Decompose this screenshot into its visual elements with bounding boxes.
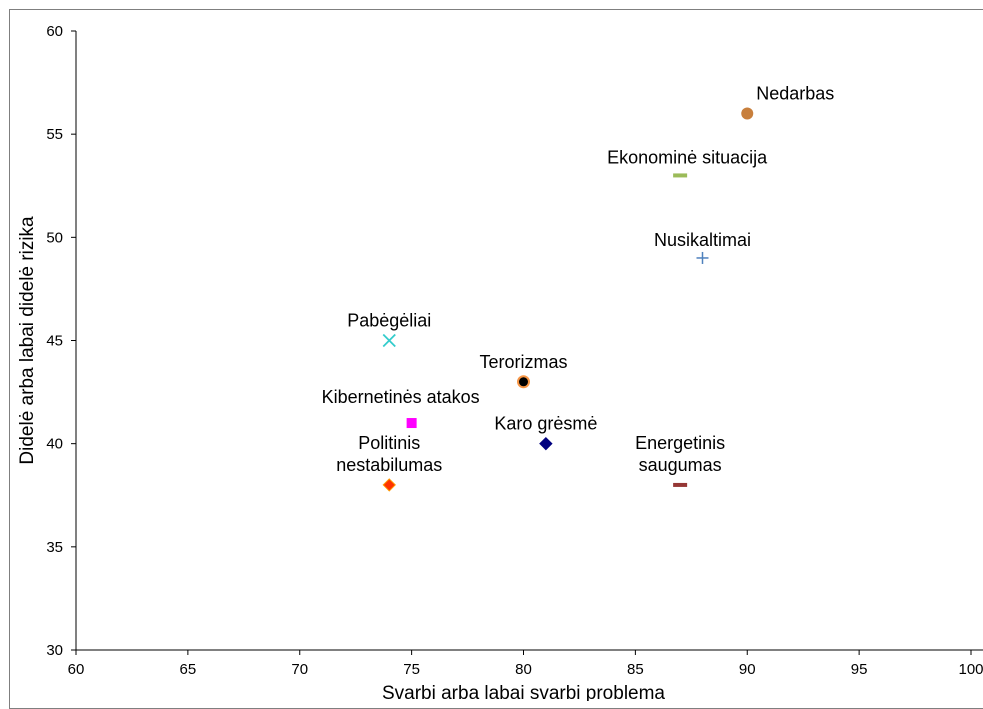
y-axis-label: Didelė arba labai didelė rizika: [17, 216, 38, 465]
y-tick-label: 55: [46, 126, 63, 143]
point-label: nestabilumas: [336, 455, 442, 475]
x-tick-label: 80: [515, 661, 532, 678]
axes: [71, 30, 983, 655]
x-tick-label: 95: [851, 661, 868, 678]
y-tick-label: 35: [46, 539, 63, 556]
x-tick-label: 100: [958, 661, 983, 678]
point-nedarbas: [741, 107, 754, 120]
point-label: Karo grėsmė: [494, 414, 597, 434]
point-label: Politinis: [358, 433, 420, 453]
data-points: [382, 107, 754, 492]
point-label: Nusikaltimai: [654, 230, 751, 250]
y-tick-label: 30: [46, 642, 63, 659]
y-tick-label: 60: [46, 23, 63, 40]
point-label: Energetinis: [635, 433, 725, 453]
point-label: Ekonominė situacija: [607, 147, 768, 167]
y-tick-label: 50: [46, 229, 63, 246]
x-tick-label: 65: [180, 661, 197, 678]
tick-labels: 60 65 70 75 80 85 90 95 100 30 35 40 45 50 55 60: [46, 23, 983, 678]
x-tick-label: 70: [291, 661, 308, 678]
x-tick-label: 60: [68, 661, 85, 678]
point-nusikaltimai: [696, 251, 709, 264]
point-terorizmas: [517, 375, 530, 389]
x-tick-label: 90: [739, 661, 756, 678]
point-ekonominė-situacija: [673, 173, 688, 178]
y-tick-label: 40: [46, 436, 63, 453]
point-pabėgėliai: [382, 333, 396, 348]
point-politinis-nestabilumas: [382, 478, 396, 492]
point-karo-grėsmė: [539, 436, 553, 451]
point-labels: Nedarbas Ekonominė situacija Nusikaltimai P…: [322, 84, 835, 475]
point-label: Kibernetinės atakos: [322, 387, 480, 407]
x-axis-label: Svarbi arba labai svarbi problema: [382, 683, 665, 701]
point-energetinis-saugumas: [673, 482, 688, 487]
point-kibernetinės-atakos: [406, 418, 417, 429]
point-label: Pabėgėliai: [347, 311, 431, 331]
y-tick-label: 45: [46, 333, 63, 350]
point-label: Nedarbas: [756, 84, 834, 104]
x-tick-label: 75: [403, 661, 420, 678]
point-label: Terorizmas: [479, 352, 567, 372]
x-tick-label: 85: [627, 661, 644, 678]
point-label: saugumas: [639, 455, 722, 475]
